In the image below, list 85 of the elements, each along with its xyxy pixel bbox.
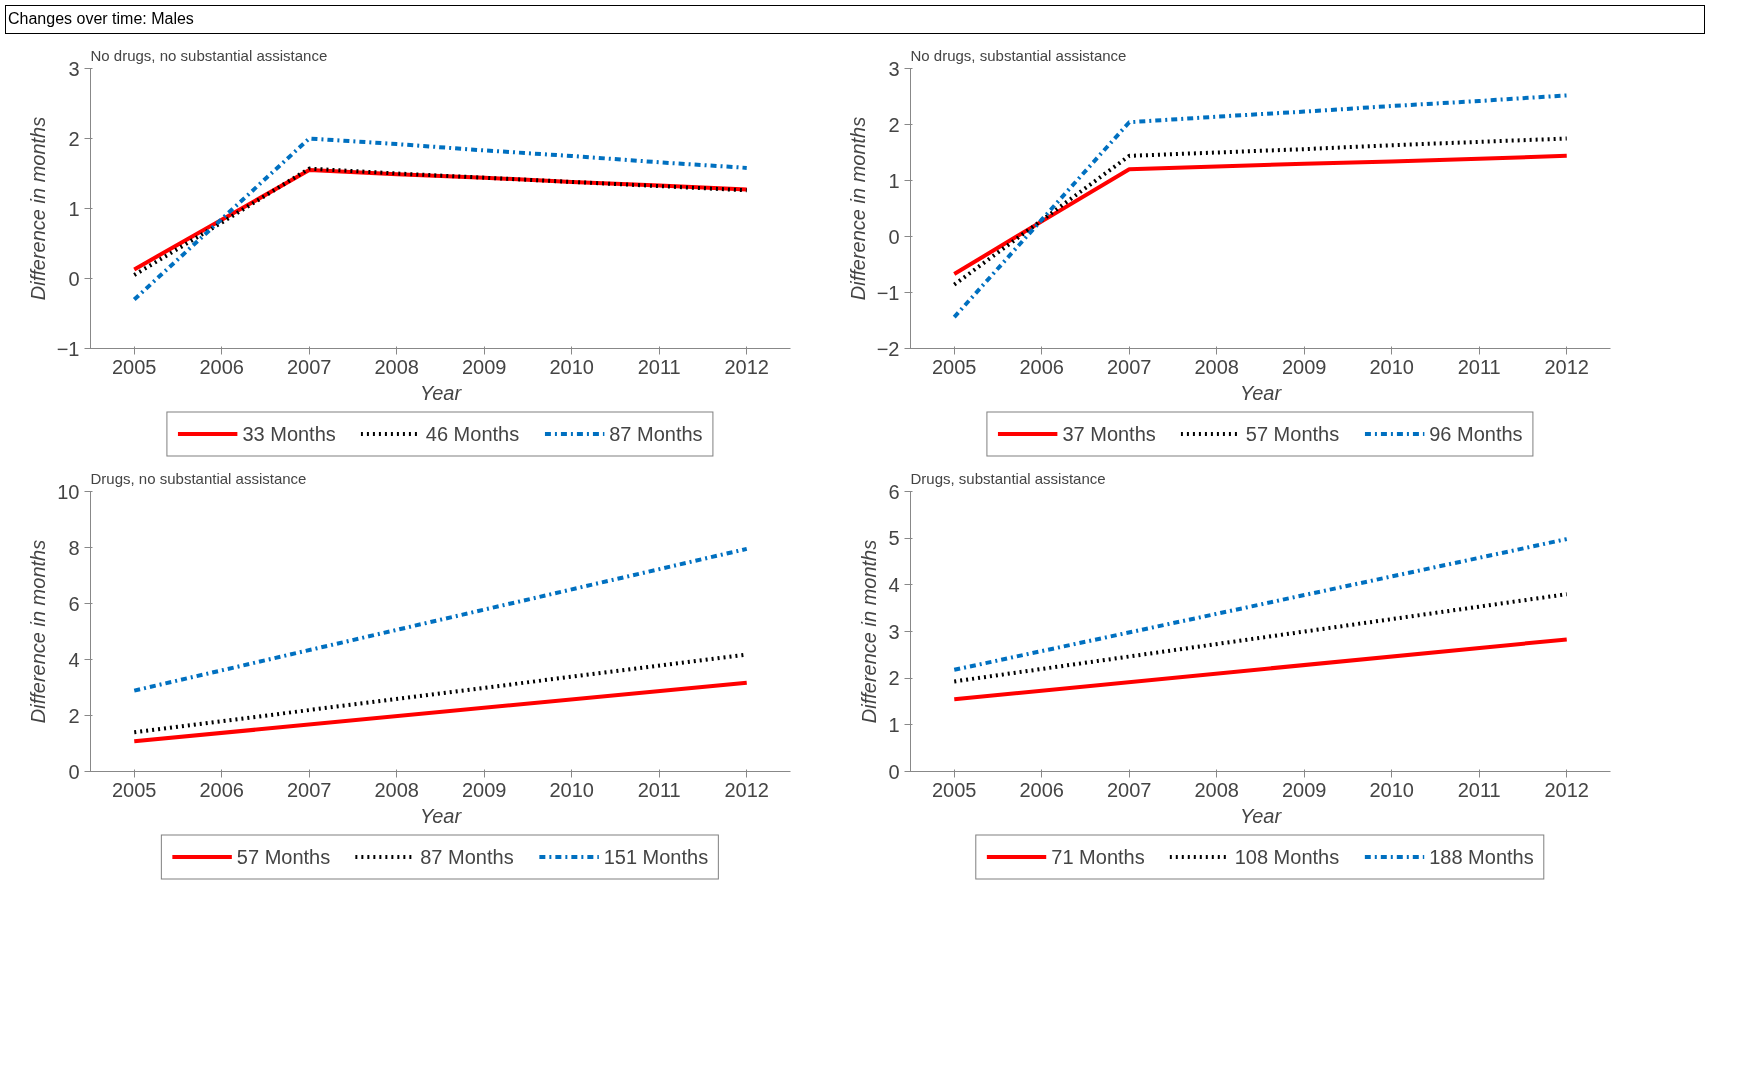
- legend-label: 33 Months: [242, 422, 336, 446]
- y-tick-label: 6: [888, 480, 900, 503]
- y-tick-label: 3: [68, 57, 80, 80]
- x-axis-title: Year: [1239, 804, 1283, 827]
- x-tick-label: 2005: [112, 355, 157, 378]
- y-tick-label: 6: [68, 592, 80, 615]
- x-tick-label: 2011: [1457, 778, 1501, 801]
- x-axis-title: Year: [1239, 381, 1283, 404]
- y-axis-title: Difference in months: [846, 116, 869, 301]
- y-tick-label: 5: [888, 527, 900, 550]
- x-tick-label: 2006: [1019, 778, 1064, 801]
- y-tick-label: 4: [888, 573, 900, 596]
- chart-title: No drugs, no substantial assistance: [90, 46, 328, 64]
- x-tick-label: 2011: [637, 778, 681, 801]
- x-tick-label: 2010: [549, 778, 594, 801]
- legend-label: 87 Months: [609, 422, 703, 446]
- x-tick-label: 2005: [932, 355, 977, 378]
- chart-title: Drugs, no substantial assistance: [90, 469, 307, 487]
- y-tick-label: 2: [68, 704, 80, 727]
- y-tick-label: 3: [888, 620, 900, 643]
- x-tick-label: 2007: [1107, 778, 1152, 801]
- y-axis-title: Difference in months: [27, 539, 50, 724]
- x-tick-label: 2006: [199, 355, 244, 378]
- x-tick-label: 2010: [1369, 355, 1414, 378]
- x-tick-label: 2006: [199, 778, 244, 801]
- x-tick-label: 2012: [1544, 778, 1589, 801]
- y-tick-label: 0: [888, 225, 900, 248]
- y-tick-label: 0: [68, 760, 80, 783]
- line-series: [952, 136, 1569, 287]
- x-tick-label: 2008: [374, 778, 419, 801]
- x-tick-label: 2007: [287, 778, 332, 801]
- y-tick-label: −1: [876, 281, 900, 304]
- y-tick-label: −1: [56, 337, 80, 360]
- y-tick-label: 10: [57, 480, 80, 503]
- y-tick-label: 0: [888, 760, 900, 783]
- x-tick-label: 2009: [462, 355, 507, 378]
- line-series: [952, 93, 1569, 319]
- y-tick-label: 2: [888, 113, 900, 136]
- x-tick-label: 2009: [1282, 355, 1327, 378]
- chart-title: Drugs, substantial assistance: [910, 469, 1106, 487]
- x-tick-label: 2012: [724, 355, 769, 378]
- x-axis-title: Year: [419, 381, 463, 404]
- x-tick-label: 2011: [637, 355, 681, 378]
- x-axis-title: Year: [419, 804, 463, 827]
- y-axis-title: Difference in months: [26, 116, 49, 301]
- x-tick-label: 2008: [1194, 355, 1239, 378]
- x-tick-label: 2010: [1369, 778, 1414, 801]
- y-tick-label: 1: [68, 197, 80, 220]
- legend-label: 108 Months: [1234, 845, 1340, 869]
- x-tick-label: 2008: [374, 355, 419, 378]
- x-tick-label: 2006: [1019, 355, 1064, 378]
- x-tick-label: 2011: [1457, 355, 1501, 378]
- x-tick-label: 2007: [287, 355, 332, 378]
- y-tick-label: 1: [888, 713, 900, 736]
- legend-label: 37 Months: [1062, 422, 1156, 446]
- x-tick-label: 2005: [932, 778, 977, 801]
- x-tick-label: 2007: [1107, 355, 1152, 378]
- x-tick-label: 2010: [549, 355, 594, 378]
- line-series: [952, 153, 1569, 276]
- legend-label: 46 Months: [425, 422, 520, 446]
- legend-label: 71 Months: [1051, 845, 1145, 869]
- line-series: [132, 136, 749, 302]
- y-tick-label: 2: [888, 667, 900, 690]
- legend-label: 151 Months: [603, 845, 709, 869]
- x-tick-label: 2012: [724, 778, 769, 801]
- legend-label: 96 Months: [1429, 422, 1523, 446]
- y-tick-label: 8: [68, 536, 80, 559]
- y-tick-label: 0: [68, 267, 80, 290]
- legend-label: 87 Months: [420, 845, 514, 869]
- x-tick-label: 2009: [462, 778, 507, 801]
- x-tick-label: 2012: [1544, 355, 1589, 378]
- x-tick-label: 2009: [1282, 778, 1327, 801]
- y-tick-label: −2: [876, 337, 900, 360]
- y-tick-label: 4: [68, 648, 80, 671]
- legend-label: 57 Months: [236, 845, 331, 869]
- chart-title: No drugs, substantial assistance: [910, 46, 1127, 64]
- text: Changes over time: Males: [8, 9, 194, 29]
- x-tick-label: 2005: [112, 778, 157, 801]
- y-axis-title: Difference in months: [858, 539, 881, 724]
- y-tick-label: 3: [888, 57, 900, 80]
- y-tick-label: 2: [68, 127, 80, 150]
- y-tick-label: 1: [888, 169, 900, 192]
- legend-label: 188 Months: [1429, 845, 1534, 869]
- legend-label: 57 Months: [1245, 422, 1340, 446]
- x-tick-label: 2008: [1194, 778, 1239, 801]
